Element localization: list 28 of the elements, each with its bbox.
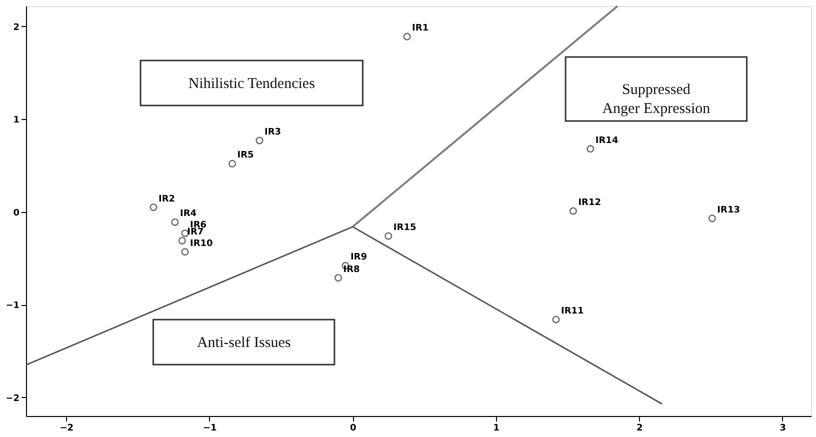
data-label: IR13 xyxy=(717,205,740,216)
data-label: IR5 xyxy=(237,150,254,161)
y-tick-label: −1 xyxy=(6,301,20,312)
data-label: IR12 xyxy=(578,198,602,208)
data-label: IR14 xyxy=(595,136,618,146)
data-label: IR4 xyxy=(180,209,197,220)
x-tick-label: 2 xyxy=(636,424,643,434)
data-label: IR1 xyxy=(412,24,429,34)
data-label: IR15 xyxy=(393,223,416,234)
y-tick-label: 0 xyxy=(13,208,20,218)
annotation: Suppressed Anger Expression xyxy=(602,82,711,118)
data-label: IR7 xyxy=(187,228,204,238)
data-label: IR10 xyxy=(190,238,213,249)
y-tick-label: 2 xyxy=(13,22,20,33)
x-tick-label: −1 xyxy=(202,424,217,434)
x-tick-label: 1 xyxy=(493,424,500,434)
y-tick-label: 1 xyxy=(13,116,20,126)
annotation: Nihilistic Tendencies xyxy=(188,76,316,92)
data-label: IR9 xyxy=(350,252,367,263)
data-label: IR8 xyxy=(343,264,360,275)
annotation: Anti-self Issues xyxy=(196,335,291,352)
x-tick-label: 0 xyxy=(350,424,356,434)
x-tick-label: 3 xyxy=(780,424,786,434)
data-label: IR11 xyxy=(561,306,584,317)
y-tick-label: −2 xyxy=(6,394,20,404)
data-label: IR3 xyxy=(264,128,282,138)
x-tick-label: −2 xyxy=(60,424,74,434)
data-label: IR2 xyxy=(158,194,176,204)
